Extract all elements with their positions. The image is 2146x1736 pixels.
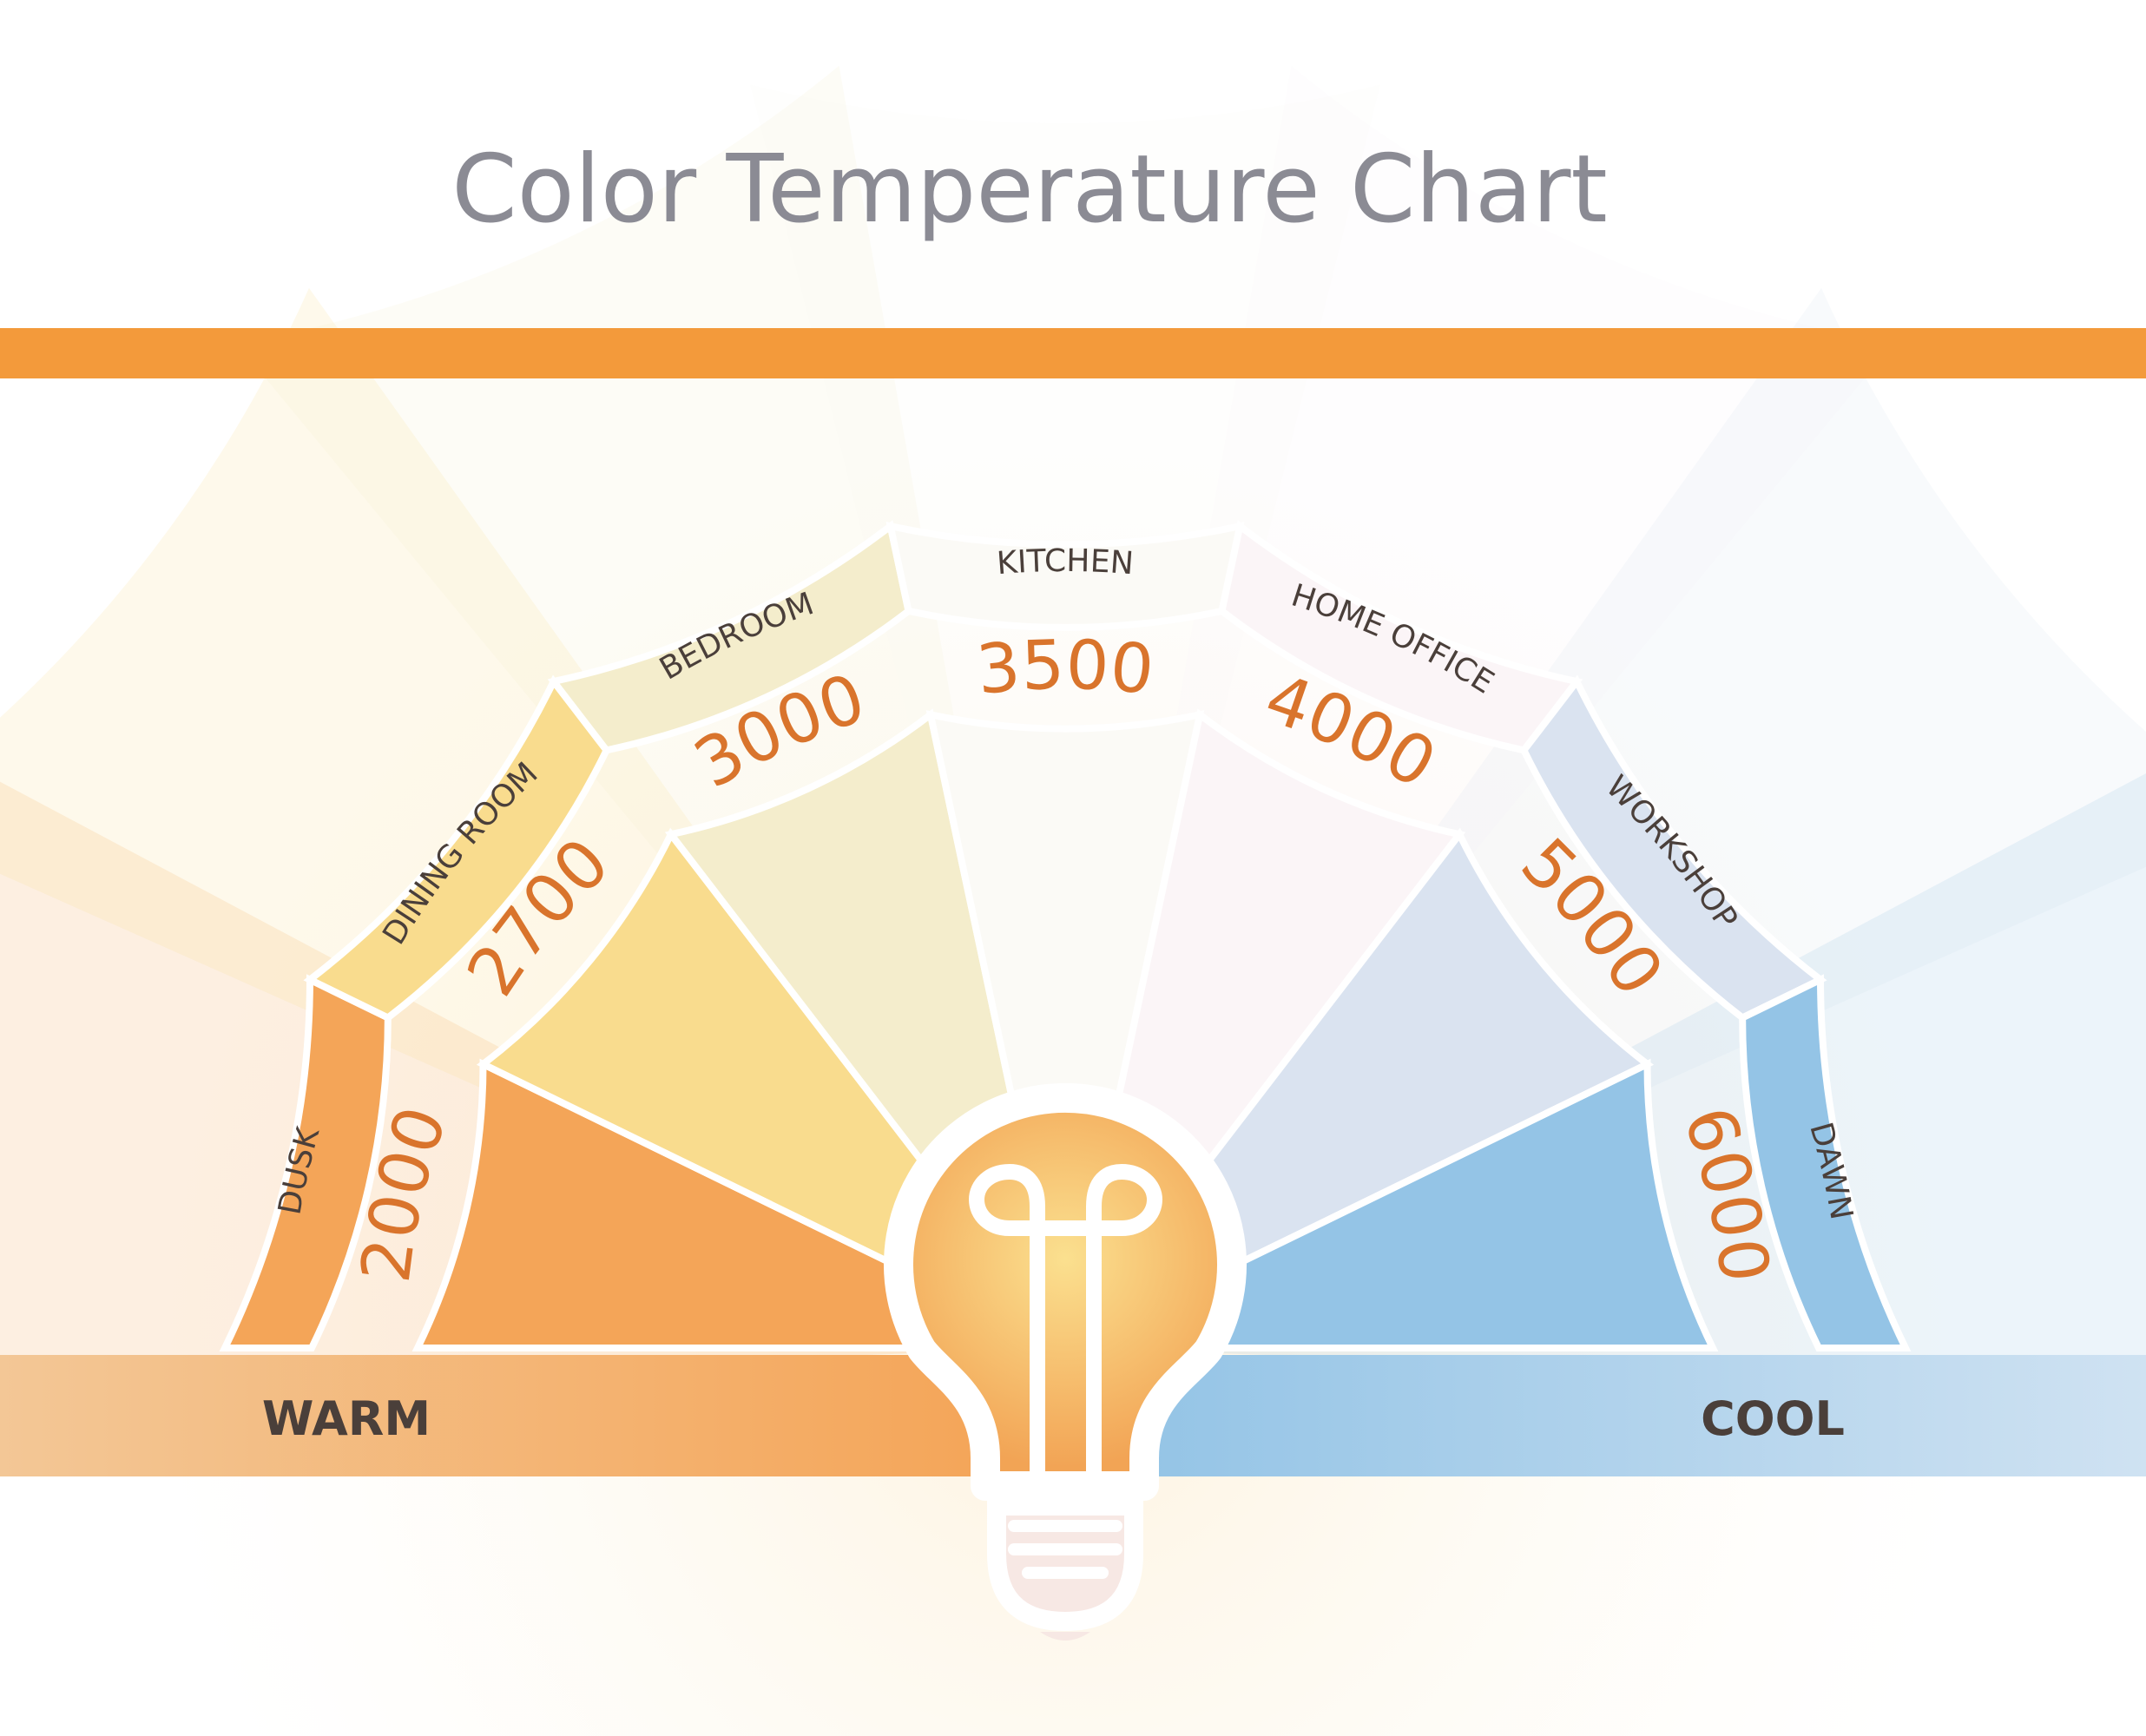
- lightbulb-icon: [884, 1082, 1247, 1641]
- warm-label: WARM: [262, 1391, 431, 1446]
- band-segment: [1739, 974, 1912, 1351]
- background-ray: [750, 84, 1380, 1349]
- outer-label-band: [219, 520, 1912, 1351]
- band-segment: [547, 520, 912, 754]
- band-segment: [1519, 674, 1827, 1023]
- segment-label: KITCHEN: [996, 543, 1135, 582]
- warm-band: [0, 1355, 998, 1476]
- cool-label: COOL: [1701, 1391, 1845, 1446]
- band-segment: [219, 974, 392, 1351]
- top-accent-bar: [0, 328, 2146, 378]
- band-segment: [303, 674, 611, 1023]
- band-segment: [885, 521, 1245, 631]
- wedge-kitchen: [925, 710, 1205, 1349]
- cool-band: [1137, 1355, 2146, 1476]
- page-title: Color Temperature Chart: [451, 135, 1608, 244]
- band-segment: [1218, 520, 1583, 754]
